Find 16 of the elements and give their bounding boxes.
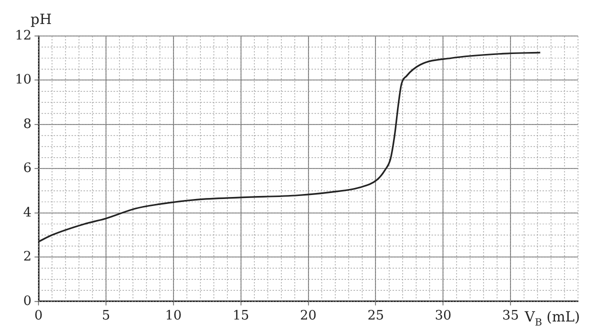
- y-axis-title: pH: [30, 12, 52, 28]
- x-tick-label: 5: [102, 308, 110, 324]
- x-tick-label: 30: [434, 308, 452, 324]
- y-tick-label: 2: [23, 250, 32, 265]
- x-tick-label: 35: [502, 308, 519, 324]
- x-tick-label: 15: [232, 308, 250, 324]
- y-tick-label: 4: [23, 205, 32, 220]
- x-tick-label: 20: [300, 308, 317, 324]
- y-tick-label: 12: [14, 28, 32, 44]
- x-tick-label: 25: [367, 308, 384, 324]
- y-tick-label: 6: [23, 161, 32, 176]
- x-tick-label: 10: [165, 308, 182, 324]
- y-tick-label: 0: [23, 294, 32, 309]
- y-tick-label: 10: [14, 72, 32, 88]
- x-tick-label: 0: [34, 308, 43, 324]
- y-tick-label: 8: [23, 116, 32, 132]
